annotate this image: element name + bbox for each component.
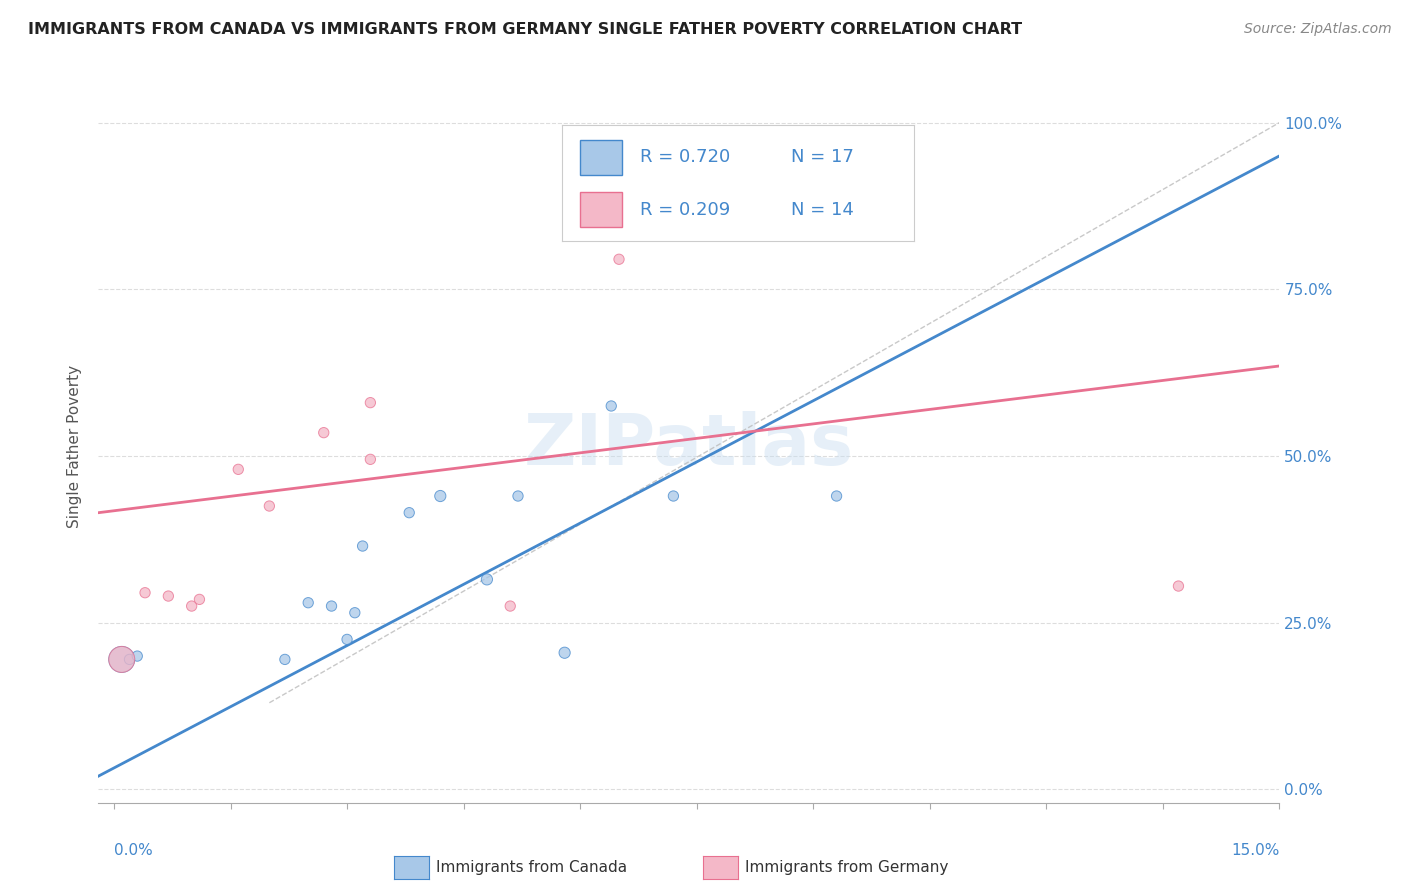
Point <box>180 599 202 613</box>
Point <box>343 606 366 620</box>
Point <box>592 126 614 140</box>
Text: N = 14: N = 14 <box>790 201 853 219</box>
Text: R = 0.209: R = 0.209 <box>640 201 730 219</box>
Point <box>157 589 180 603</box>
Point <box>118 652 141 666</box>
Point <box>554 646 576 660</box>
Point <box>359 395 381 409</box>
Point <box>111 652 134 666</box>
Point <box>662 489 685 503</box>
Point <box>1167 579 1189 593</box>
Point <box>188 592 211 607</box>
FancyBboxPatch shape <box>581 192 621 227</box>
FancyBboxPatch shape <box>581 140 621 175</box>
Point <box>226 462 249 476</box>
Point <box>134 585 156 599</box>
Text: R = 0.720: R = 0.720 <box>640 148 730 166</box>
Point <box>398 506 420 520</box>
Point <box>607 252 630 267</box>
Text: Immigrants from Germany: Immigrants from Germany <box>745 860 949 874</box>
Point <box>274 652 297 666</box>
Point <box>825 489 848 503</box>
Point <box>321 599 343 613</box>
Text: N = 17: N = 17 <box>790 148 853 166</box>
Text: ZIPatlas: ZIPatlas <box>524 411 853 481</box>
Text: IMMIGRANTS FROM CANADA VS IMMIGRANTS FROM GERMANY SINGLE FATHER POVERTY CORRELAT: IMMIGRANTS FROM CANADA VS IMMIGRANTS FRO… <box>28 22 1022 37</box>
Point <box>111 652 134 666</box>
Point <box>600 399 623 413</box>
Text: 0.0%: 0.0% <box>114 843 153 858</box>
Text: Immigrants from Canada: Immigrants from Canada <box>436 860 627 874</box>
Point <box>336 632 359 647</box>
Point <box>475 573 498 587</box>
Point <box>297 596 319 610</box>
Point <box>352 539 374 553</box>
Point <box>506 489 529 503</box>
Point <box>359 452 381 467</box>
Point <box>499 599 522 613</box>
Text: Source: ZipAtlas.com: Source: ZipAtlas.com <box>1244 22 1392 37</box>
Point <box>259 499 281 513</box>
Point <box>429 489 451 503</box>
Text: 15.0%: 15.0% <box>1232 843 1279 858</box>
Point <box>312 425 335 440</box>
Point <box>127 649 149 664</box>
Y-axis label: Single Father Poverty: Single Father Poverty <box>67 365 83 527</box>
